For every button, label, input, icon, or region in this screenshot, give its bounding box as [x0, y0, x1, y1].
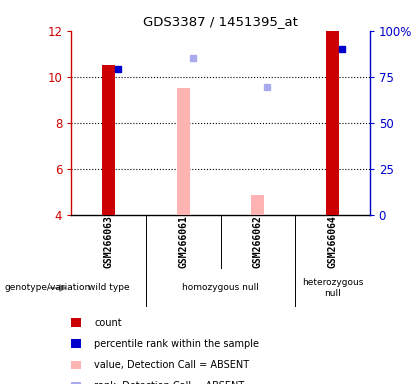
- Text: GSM266062: GSM266062: [253, 215, 263, 268]
- Text: GSM266063: GSM266063: [104, 215, 114, 268]
- Text: count: count: [94, 318, 122, 328]
- Bar: [251, 195, 265, 215]
- Text: percentile rank within the sample: percentile rank within the sample: [94, 339, 260, 349]
- Text: wild type: wild type: [88, 283, 129, 293]
- Bar: [102, 65, 116, 215]
- Text: genotype/variation: genotype/variation: [4, 283, 90, 293]
- Text: value, Detection Call = ABSENT: value, Detection Call = ABSENT: [94, 360, 249, 370]
- Title: GDS3387 / 1451395_at: GDS3387 / 1451395_at: [143, 15, 298, 28]
- Text: heterozygous
null: heterozygous null: [302, 278, 363, 298]
- Text: GSM266064: GSM266064: [327, 215, 337, 268]
- Text: rank, Detection Call = ABSENT: rank, Detection Call = ABSENT: [94, 381, 245, 384]
- Text: homozygous null: homozygous null: [182, 283, 259, 293]
- Bar: [326, 31, 339, 215]
- Bar: [176, 88, 190, 215]
- Text: GSM266061: GSM266061: [178, 215, 188, 268]
